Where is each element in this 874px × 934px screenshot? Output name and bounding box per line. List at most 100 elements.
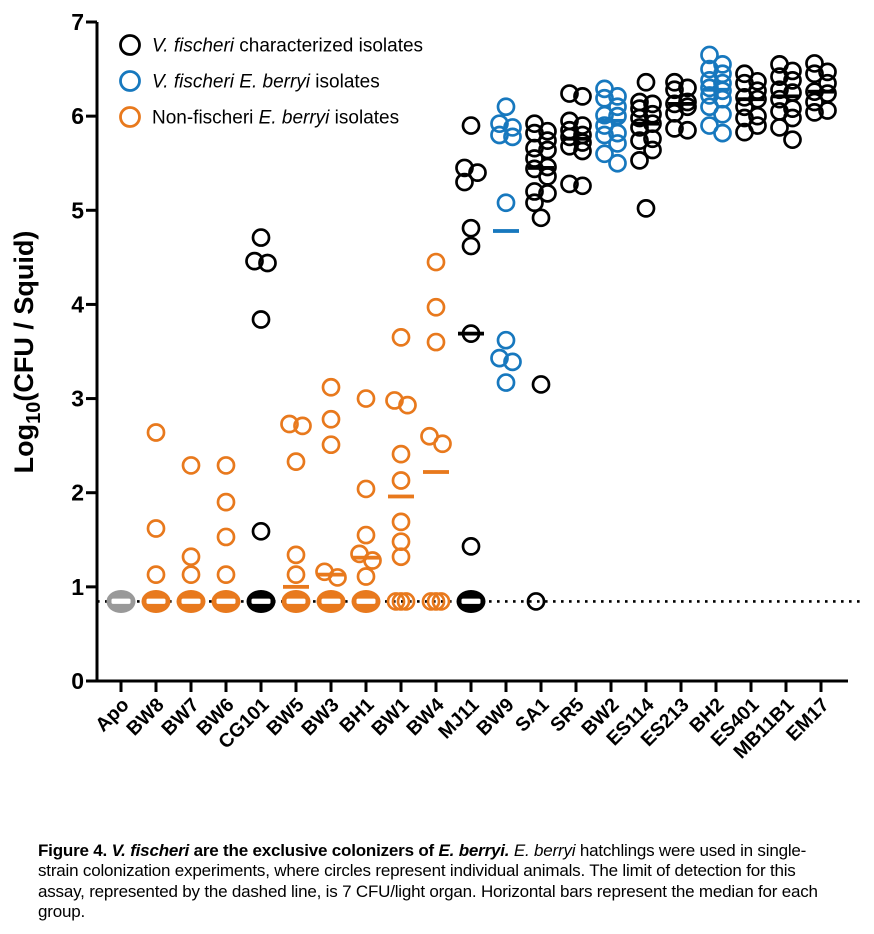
x-axis-label-bw8: BW8: [122, 694, 168, 740]
legend-marker-blue-circle-icon: [119, 70, 141, 92]
data-point-bw1: [391, 547, 411, 567]
lod-median-stripe: [146, 598, 166, 604]
data-point-mb11b1: [770, 118, 789, 137]
data-point-bw4: [426, 297, 446, 317]
x-axis-label-bw9: BW9: [472, 694, 518, 740]
lod-point-bw4: [426, 592, 446, 611]
median-bar-bw9: [493, 229, 519, 233]
data-point-bw9: [496, 193, 516, 213]
data-point-mb11b1: [783, 108, 802, 128]
data-point-sr5: [560, 174, 579, 194]
data-point-bw2: [595, 105, 614, 125]
data-point-bw1: [391, 471, 411, 490]
data-point-cg101: [258, 253, 277, 273]
data-point-mb11b1: [770, 89, 789, 109]
data-point-sa1: [538, 121, 557, 141]
data-point-es213: [678, 120, 697, 140]
data-point-bh1: [356, 525, 376, 545]
data-point-sr5: [573, 176, 592, 196]
data-point-bw8: [146, 519, 166, 538]
data-point-bw2: [608, 123, 627, 143]
data-point-bw5: [280, 414, 299, 434]
data-point-sr5: [573, 87, 592, 106]
data-point-bw9: [490, 114, 509, 134]
data-point-bw7: [181, 456, 201, 475]
lod-point-bw1: [386, 592, 406, 611]
data-point-bw4: [433, 434, 452, 454]
data-point-es114: [636, 199, 656, 218]
data-point-bh2: [713, 104, 732, 124]
legend-label: V. fischeri E. berryi isolates: [152, 72, 380, 93]
data-point-bw4: [426, 332, 446, 352]
lod-median-stripe: [111, 598, 131, 604]
data-point-bw2: [608, 134, 627, 153]
data-point-bw2: [608, 153, 627, 173]
x-axis-label-bw7: BW7: [157, 694, 203, 740]
data-point-bw7: [181, 565, 201, 584]
legend-marker-orange-circle-icon: [119, 106, 141, 128]
data-point-bh1: [356, 479, 376, 499]
data-point-cg101: [245, 251, 264, 271]
data-point-bw6: [216, 456, 236, 475]
lod-median-stripe: [321, 598, 341, 604]
data-point-bw1: [398, 395, 417, 415]
data-point-es114: [636, 72, 656, 92]
data-point-es114: [630, 151, 649, 170]
data-point-cg101: [251, 521, 271, 541]
data-point-sa1: [531, 375, 551, 394]
median-bar-em17: [808, 89, 834, 94]
x-axis-label-sa1: SA1: [511, 694, 553, 736]
y-tick-label: 1: [71, 574, 84, 600]
median-bar-mb11b1: [773, 94, 799, 99]
data-point-bw6: [216, 492, 236, 512]
figure-caption: Figure 4. V. fischeri are the exclusive …: [38, 841, 842, 923]
lod-point-bw4: [431, 592, 451, 611]
median-bar-es114: [633, 121, 659, 126]
y-tick-label: 5: [71, 197, 84, 223]
data-point-bw5: [286, 565, 306, 584]
data-point-es401: [735, 122, 754, 142]
y-tick-label: 6: [71, 103, 84, 129]
data-point-em17: [818, 101, 837, 120]
data-point-sa1: [525, 182, 544, 201]
median-bar-mj11: [458, 331, 484, 336]
median-bar-bw1: [388, 494, 414, 499]
data-point-bw2: [595, 144, 614, 164]
data-point-bw5: [293, 416, 312, 436]
data-point-bw4: [426, 252, 446, 272]
data-point-mb11b1: [770, 67, 789, 86]
lod-point-sa1: [526, 592, 546, 611]
data-point-bw3: [328, 568, 347, 587]
data-point-mj11: [461, 537, 481, 556]
lod-median-stripe: [216, 598, 236, 604]
y-axis-title: Log10(CFU / Squid): [9, 231, 45, 474]
data-point-bw2: [608, 97, 627, 117]
data-point-es213: [678, 78, 697, 98]
median-bar-bw3: [318, 572, 344, 577]
data-point-bw9: [490, 348, 509, 368]
data-point-sr5: [573, 141, 592, 161]
median-bar-bw2: [598, 118, 624, 123]
data-point-bw8: [146, 565, 166, 584]
data-point-bw7: [181, 547, 201, 567]
caption-segment: Figure 4.: [38, 841, 112, 860]
data-point-bw9: [503, 352, 522, 372]
data-point-em17: [805, 64, 824, 84]
data-point-em17: [805, 54, 824, 73]
data-point-es114: [643, 129, 662, 149]
caption-segment: E. berryi.: [438, 841, 510, 860]
median-bar-es213: [668, 102, 694, 106]
data-point-sa1: [525, 138, 544, 158]
caption-segment: are the exclusive colonizers of: [189, 841, 439, 860]
data-point-sa1: [538, 167, 557, 186]
data-point-bw3: [321, 409, 341, 429]
caption-segment: hatchlings were used in single-strain co…: [38, 841, 818, 922]
y-tick-label: 7: [71, 9, 84, 35]
data-point-bh1: [356, 389, 376, 408]
median-bar-bh1: [353, 555, 379, 560]
data-point-mb11b1: [783, 99, 802, 118]
data-point-bw6: [216, 527, 236, 547]
data-point-bw9: [490, 125, 509, 145]
data-point-mb11b1: [783, 130, 802, 150]
data-point-bw2: [608, 87, 627, 106]
